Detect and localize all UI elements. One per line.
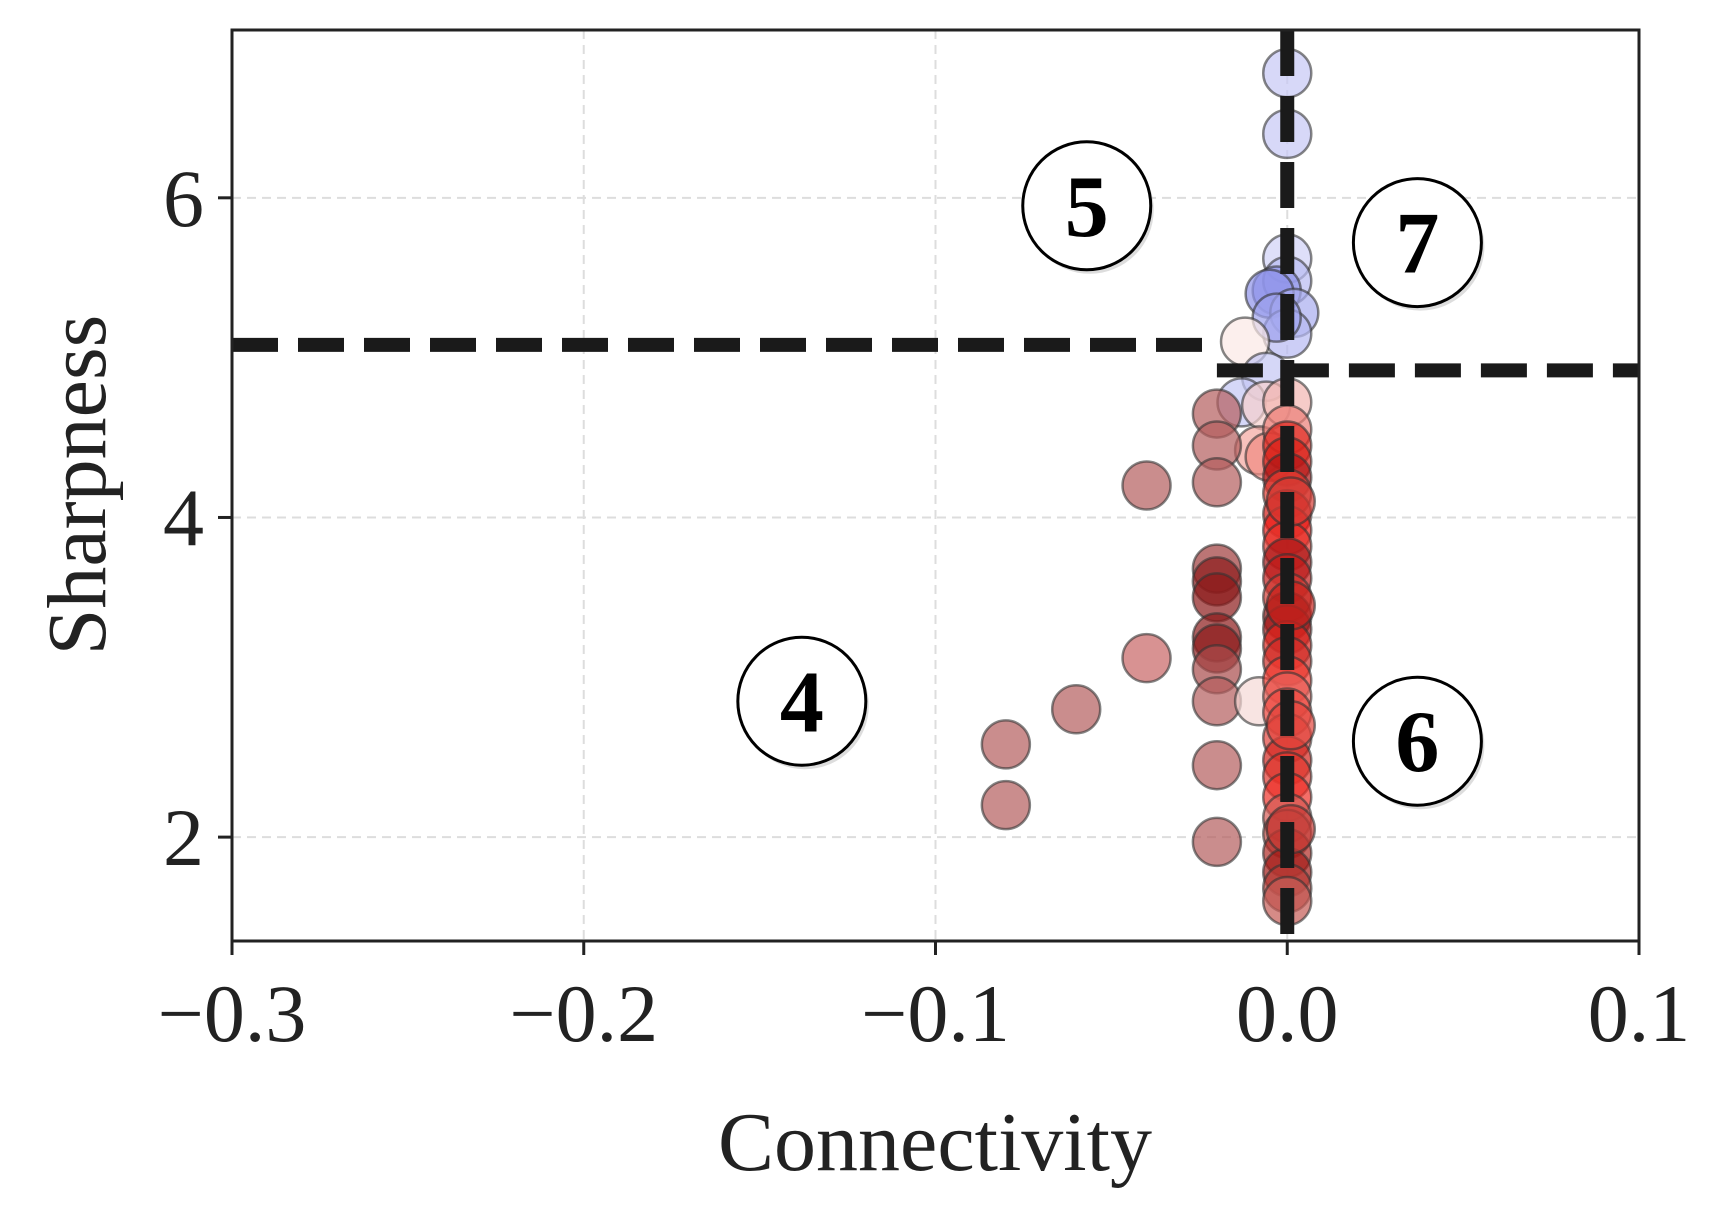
y-tick-label-1: 4	[163, 472, 204, 563]
x-tick-label-4: 0.1	[1588, 968, 1691, 1059]
data-point-26	[1191, 739, 1243, 791]
region-label-3: 6	[1395, 694, 1439, 791]
data-point-29	[1050, 684, 1102, 735]
data-point-25	[1191, 676, 1243, 727]
x-tick-label-3: 0.0	[1236, 968, 1339, 1059]
data-point-17	[1191, 457, 1243, 508]
region-label-circle-2	[736, 635, 868, 767]
y-axis-title: Sharpness	[31, 315, 124, 656]
data-point-30	[980, 719, 1032, 770]
threshold-lines	[232, 30, 1639, 941]
region-label-2: 4	[780, 654, 824, 751]
y-axis-ticks: 2 4 6	[163, 153, 232, 883]
region-label-circle-3	[1351, 675, 1483, 807]
region-label-circle-0	[1021, 140, 1153, 272]
data-point-27	[1191, 816, 1243, 868]
region-label-circle-1	[1351, 177, 1483, 309]
data-point-31	[980, 779, 1032, 831]
region-label-0: 5	[1065, 159, 1109, 256]
y-tick-label-0: 2	[163, 792, 204, 883]
x-tick-label-1: −0.2	[509, 968, 658, 1059]
y-tick-label-2: 6	[163, 153, 204, 244]
region-label-1: 7	[1395, 196, 1439, 293]
x-tick-label-2: −0.1	[861, 968, 1010, 1059]
x-axis-title: Connectivity	[718, 1096, 1152, 1189]
region-labels: 5 7 4 6	[736, 140, 1485, 810]
x-axis-ticks: −0.3 −0.2 −0.1 0.0 0.1	[158, 941, 1691, 1059]
data-point-28	[1121, 632, 1172, 684]
x-tick-label-0: −0.3	[158, 968, 307, 1059]
data-point-18	[1121, 460, 1172, 511]
